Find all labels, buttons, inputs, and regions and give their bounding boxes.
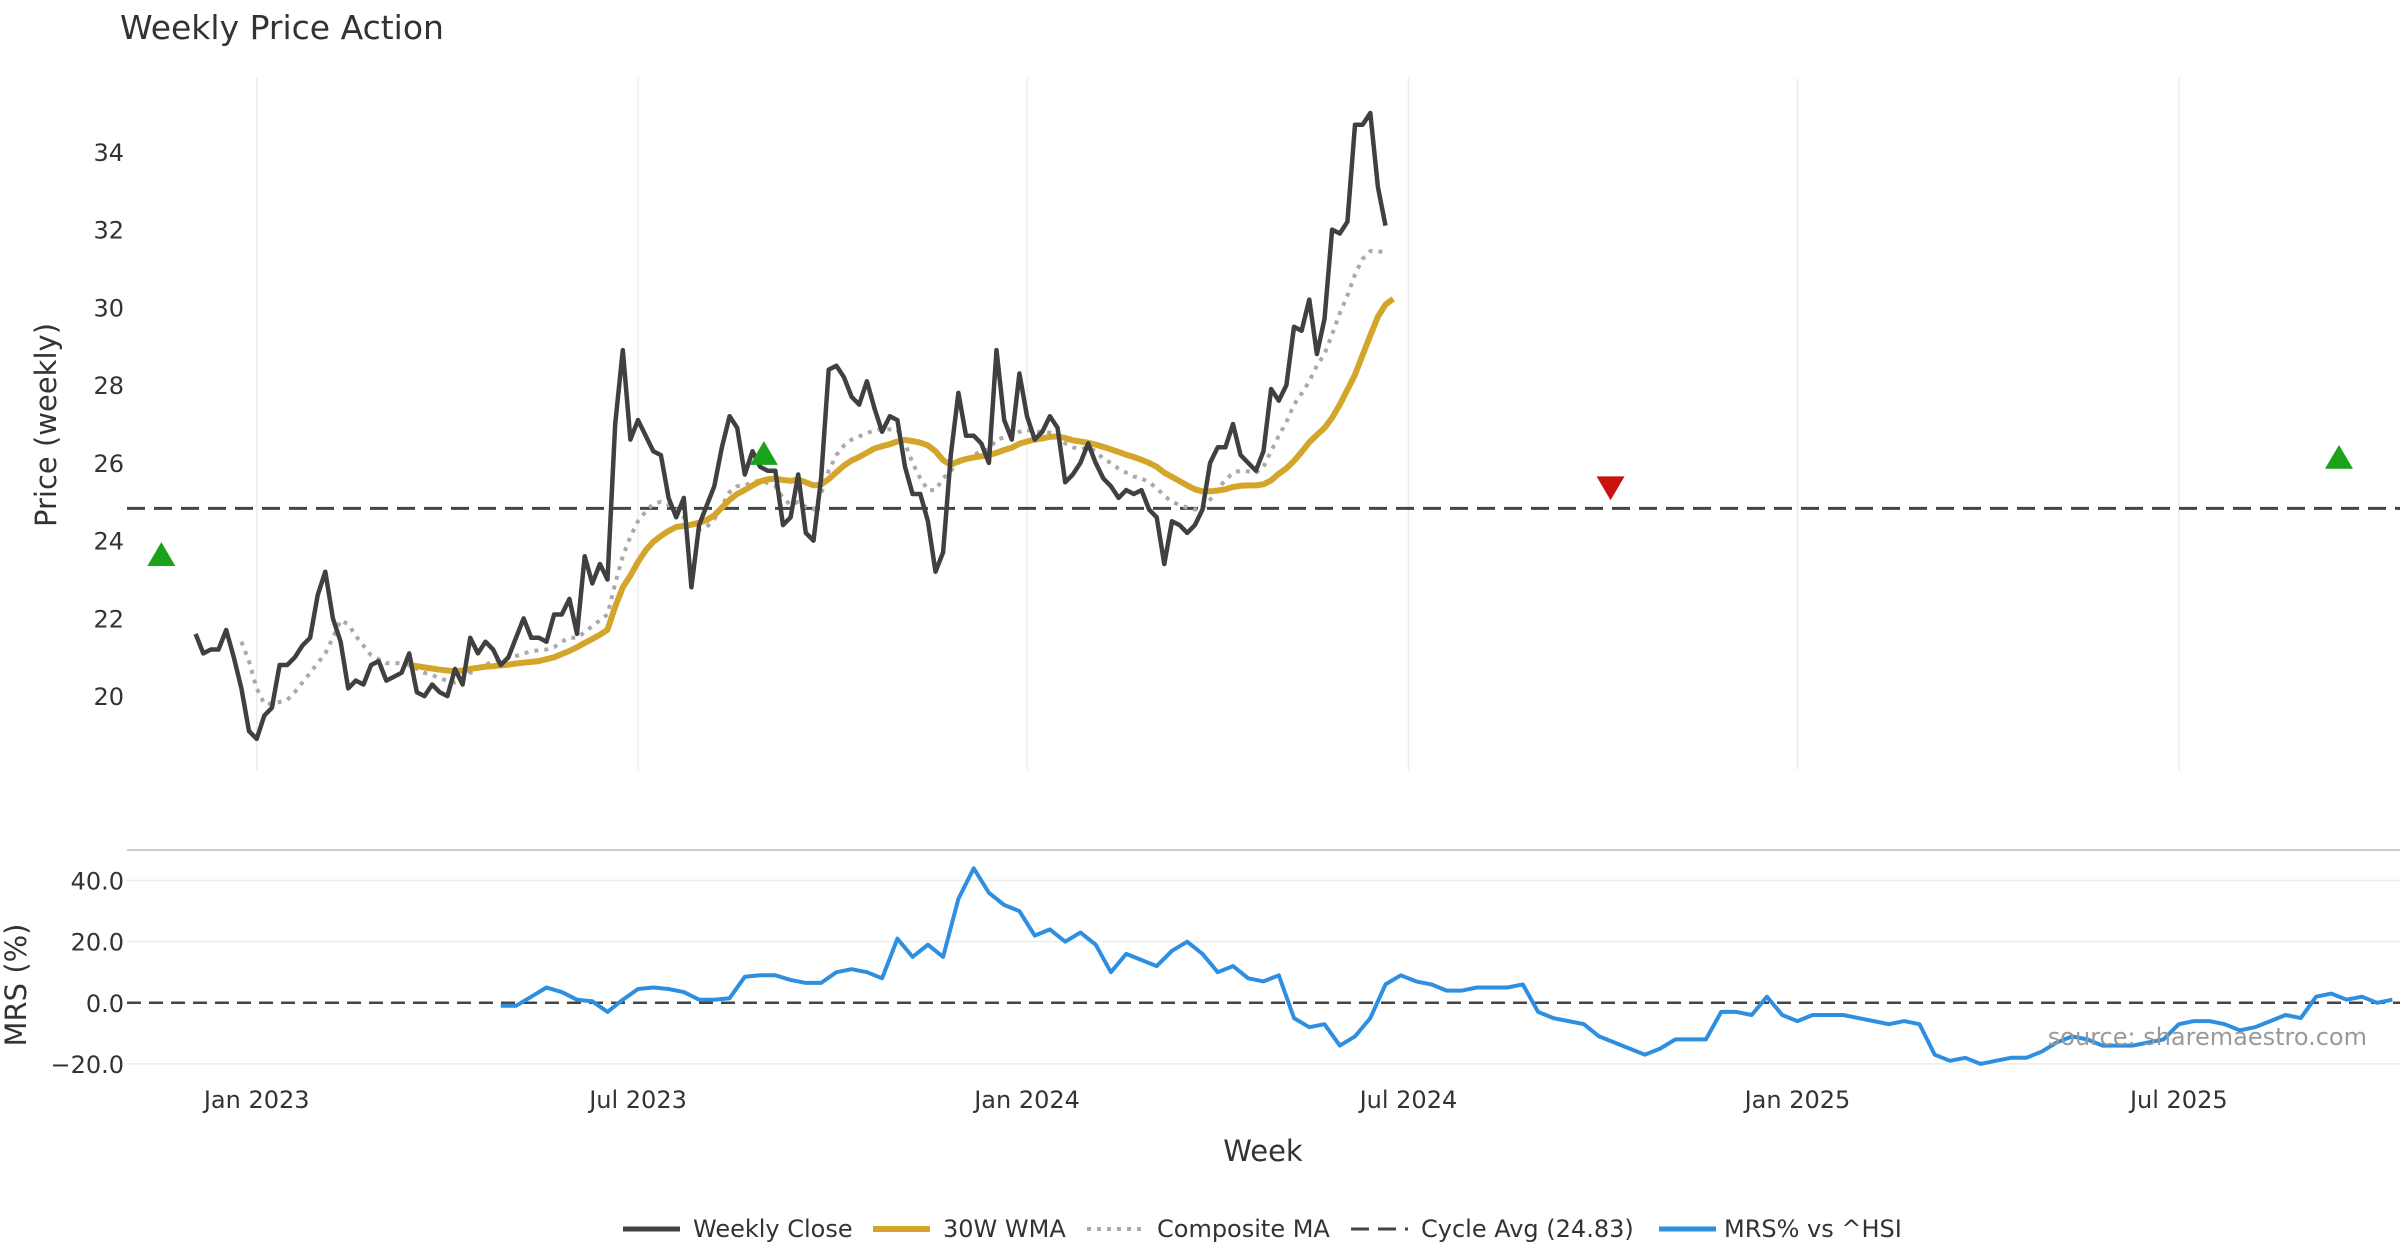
mrs-y-ticks: 40.0 20.0 0.0 −20.0 xyxy=(50,868,124,1079)
price-y-tick-label: 24 xyxy=(93,528,124,556)
legend-label-wma: 30W WMA xyxy=(943,1215,1066,1243)
mrs-line xyxy=(500,866,2393,1066)
signal-markers xyxy=(147,441,2353,566)
composite-ma-line xyxy=(239,249,1386,706)
chart-title: Weekly Price Action xyxy=(120,8,444,47)
x-ticks: Jan 2023 Jul 2023 Jan 2024 Jul 2024 Jan 2025… xyxy=(202,1086,2228,1114)
price-y-tick-label: 34 xyxy=(93,139,124,167)
x-tick-label: Jan 2024 xyxy=(972,1086,1080,1114)
x-tick-label: Jul 2023 xyxy=(587,1086,687,1114)
price-y-axis-label: Price (weekly) xyxy=(29,323,63,527)
legend-label-mrs: MRS% vs ^HSI xyxy=(1724,1215,1902,1243)
legend-label-composite: Composite MA xyxy=(1157,1215,1330,1243)
mrs-y-tick-label: −20.0 xyxy=(50,1051,124,1079)
source-label: source: sharemaestro.com xyxy=(2048,1023,2367,1051)
x-tick-label: Jan 2025 xyxy=(1743,1086,1851,1114)
x-axis-label: Week xyxy=(1223,1134,1303,1168)
price-y-tick-label: 26 xyxy=(93,450,124,478)
x-tick-label: Jan 2023 xyxy=(202,1086,310,1114)
sell-signal-marker xyxy=(1596,476,1625,501)
price-grid xyxy=(255,78,2180,770)
price-y-tick-label: 28 xyxy=(93,372,124,400)
price-y-tick-label: 30 xyxy=(93,294,124,322)
weekly-close-line xyxy=(193,110,1388,742)
mrs-y-axis-label: MRS (%) xyxy=(0,924,33,1047)
buy-signal-marker xyxy=(749,441,778,465)
x-tick-label: Jul 2025 xyxy=(2128,1086,2228,1114)
legend-label-weekly-close: Weekly Close xyxy=(693,1215,853,1243)
legend: Weekly Close 30W WMA Composite MA Cycle … xyxy=(623,1215,1902,1243)
price-y-ticks: 20 22 24 26 28 30 32 34 xyxy=(93,139,124,711)
buy-signal-marker xyxy=(2324,444,2353,469)
price-y-tick-label: 22 xyxy=(93,605,124,633)
legend-label-cycle-avg: Cycle Avg (24.83) xyxy=(1421,1215,1634,1243)
mrs-y-tick-label: 40.0 xyxy=(71,868,124,896)
mrs-grid xyxy=(127,879,2400,1065)
price-y-tick-label: 32 xyxy=(93,217,124,245)
x-tick-label: Jul 2024 xyxy=(1358,1086,1458,1114)
mrs-y-tick-label: 0.0 xyxy=(86,990,124,1018)
price-y-tick-label: 20 xyxy=(93,683,124,711)
mrs-y-tick-label: 20.0 xyxy=(71,929,124,957)
buy-signal-marker xyxy=(147,542,176,566)
